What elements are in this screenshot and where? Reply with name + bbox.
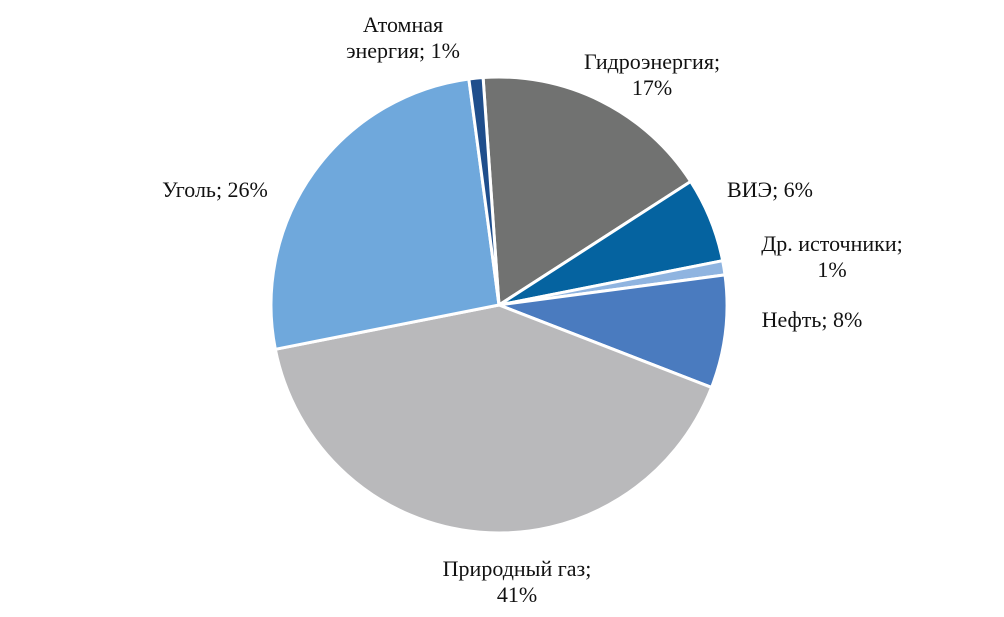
pie-slice <box>497 273 729 389</box>
pie-slice <box>481 75 693 307</box>
slice-label: Др. источники; 1% <box>761 231 903 282</box>
slice-label: Уголь; 26% <box>162 177 268 202</box>
slice-label: ВИЭ; 6% <box>726 177 814 202</box>
slice-label: Гидроэнергия; 17% <box>583 49 721 100</box>
slice-label: Нефть; 8% <box>761 307 863 332</box>
slice-label: Природный газ; 41% <box>442 556 592 607</box>
pie-slice <box>467 76 501 307</box>
pie-slice <box>269 77 501 351</box>
pie-slice <box>273 303 714 535</box>
slice-label: Атомная энергия; 1% <box>346 12 460 63</box>
